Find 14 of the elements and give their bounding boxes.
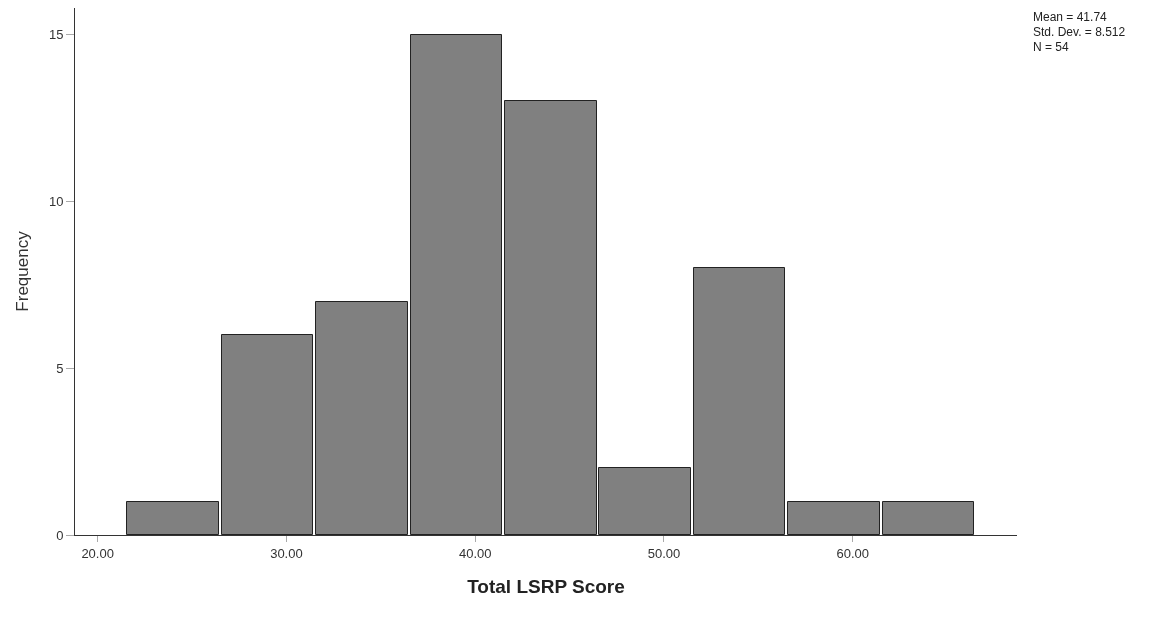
x-tick-label: 50.00	[647, 545, 681, 561]
y-axis-title: Frequency	[13, 230, 33, 312]
y-tick-label: 15	[48, 27, 64, 43]
text: Std. Dev. = 8.512	[1033, 25, 1126, 39]
text: N = 54	[1033, 40, 1070, 54]
x-axis-title: Total LSRP Score	[467, 576, 625, 598]
x-tick-label: 20.00	[81, 545, 114, 561]
x-tick-label: 30.00	[270, 545, 303, 561]
text: Mean = 41.74	[1033, 10, 1108, 24]
x-tick-label: 40.00	[458, 545, 492, 561]
y-tick-label: 0	[56, 527, 64, 543]
x-tick-label: 60.00	[836, 545, 870, 561]
y-tick-label: 5	[56, 360, 64, 376]
y-tick-label: 10	[48, 194, 64, 210]
